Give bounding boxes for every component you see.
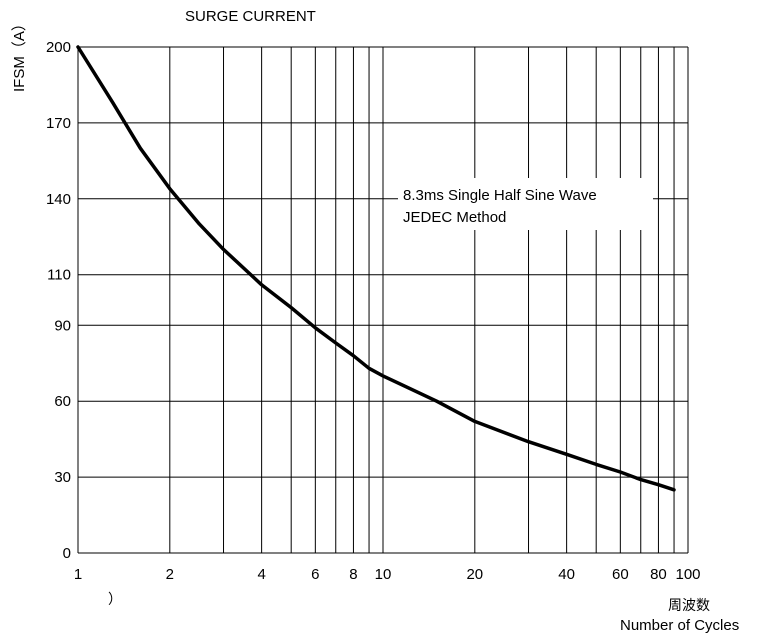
chart-title: SURGE CURRENT xyxy=(185,8,316,25)
x-axis-label: Number of Cycles xyxy=(620,617,739,634)
x-tick-label: 60 xyxy=(612,566,629,583)
y-tick-label: 140 xyxy=(46,191,71,208)
y-tick-label: 30 xyxy=(54,469,71,486)
y-tick-label: 110 xyxy=(47,267,71,284)
x-tick-label: 20 xyxy=(466,566,483,583)
tick-labels: 0 30 60 90 110 140 170 200 1 2 4 6 8 10 20 40 60 80 100 xyxy=(46,39,701,583)
series-line xyxy=(76,45,676,492)
y-tick-label: 60 xyxy=(54,393,71,410)
y-tick-label: 0 xyxy=(63,545,71,562)
annotation-line-2: JEDEC Method xyxy=(403,209,506,226)
y-tick-label: 200 xyxy=(46,39,71,56)
x-tick-label: 80 xyxy=(650,566,667,583)
x-tick-label: 8 xyxy=(349,566,357,583)
annotation: 8.3ms Single Half Sine Wave JEDEC Method xyxy=(398,178,653,230)
annotation-backdrop xyxy=(398,178,653,230)
axes xyxy=(77,47,688,554)
x-axis-label-cn: 周波数 xyxy=(668,598,710,614)
annotation-line-1: 8.3ms Single Half Sine Wave xyxy=(403,187,597,204)
x-tick-label: 40 xyxy=(558,566,575,583)
grid xyxy=(78,46,689,553)
x-tick-label: 100 xyxy=(675,566,700,583)
y-tick-label: 90 xyxy=(54,317,71,334)
x-tick-label: 6 xyxy=(311,566,319,583)
x-tick-label: 4 xyxy=(257,566,265,583)
x-tick-label: 1 xyxy=(74,566,82,583)
series-layer xyxy=(76,45,676,492)
x-tick-label: 10 xyxy=(375,566,392,583)
x-tick-label: 2 xyxy=(166,566,174,583)
y-tick-label: 170 xyxy=(46,115,71,132)
stray-mark: ） xyxy=(108,592,122,608)
y-axis-label: IFSM（A） xyxy=(11,16,28,92)
